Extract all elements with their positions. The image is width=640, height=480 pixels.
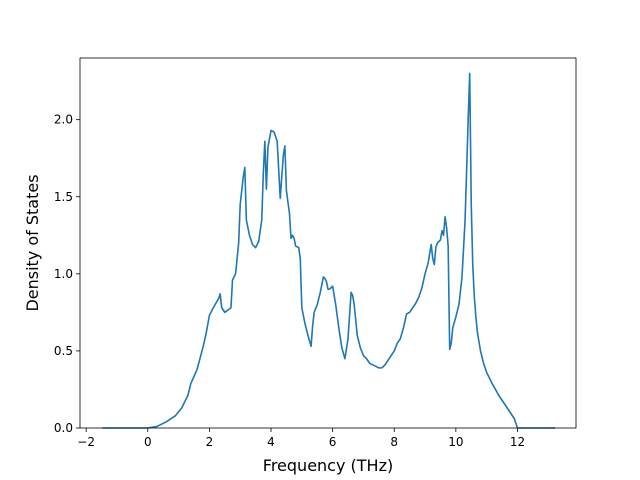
x-tick-label: 6 (329, 435, 337, 449)
y-tick-label: 1.0 (54, 267, 73, 281)
y-tick-label: 1.5 (54, 190, 73, 204)
y-tick-label: 2.0 (54, 113, 73, 127)
y-tick-label: 0.5 (54, 344, 73, 358)
x-tick-label: 2 (206, 435, 214, 449)
plot-frame (79, 57, 577, 429)
x-tick-label: 4 (267, 435, 275, 449)
dos-series-line (102, 72, 556, 429)
x-axis-label: Frequency (THz) (263, 456, 393, 475)
plot-area (80, 58, 576, 428)
x-tick-label: 8 (390, 435, 398, 449)
x-tick-label: −2 (77, 435, 95, 449)
y-axis-ticks: 0.0 0.5 1.0 1.5 2.0 (54, 113, 80, 435)
x-tick-label: 12 (510, 435, 525, 449)
y-axis-label: Density of States (23, 174, 42, 311)
x-tick-label: 10 (448, 435, 463, 449)
x-tick-label: 0 (144, 435, 152, 449)
x-axis-ticks: −2 0 2 4 6 8 10 12 (77, 428, 525, 449)
y-tick-label: 0.0 (54, 421, 73, 435)
